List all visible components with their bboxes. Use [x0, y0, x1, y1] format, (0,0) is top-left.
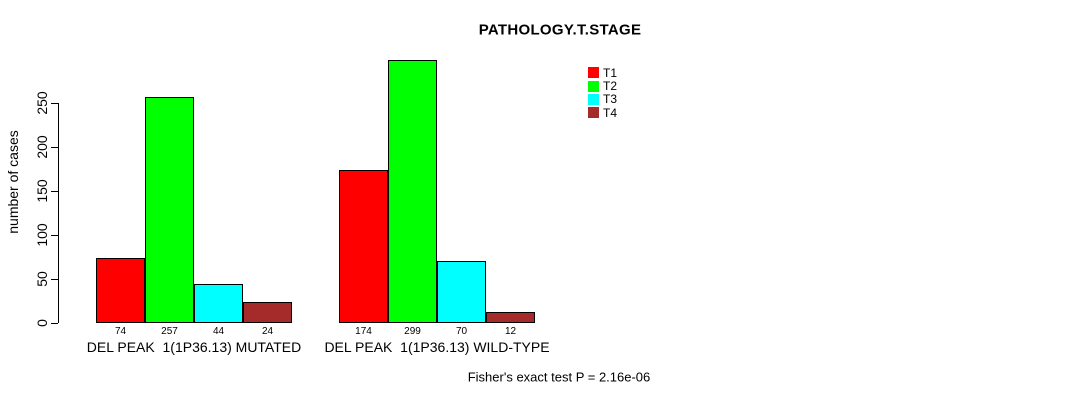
bar-group1-T4	[243, 301, 292, 323]
bar-value-label: 12	[504, 326, 517, 337]
bar-group2-T3	[437, 261, 486, 323]
fisher-test-annotation: Fisher's exact test P = 2.16e-06	[467, 369, 651, 385]
y-axis-tick-label: 200	[34, 135, 50, 159]
bar-value-label: 257	[161, 326, 178, 337]
legend-swatch-T3	[588, 93, 599, 105]
chart-title: PATHOLOGY.T.STAGE	[478, 21, 642, 39]
legend: T1 T2 T3 T4	[588, 66, 617, 120]
y-axis-line	[58, 103, 59, 323]
legend-row: T3	[588, 93, 617, 106]
legend-label-T2: T2	[603, 79, 618, 94]
bar-value-label: 299	[404, 326, 421, 337]
y-axis-tick-label: 0	[34, 319, 50, 327]
legend-label-T4: T4	[603, 105, 618, 120]
bar-group1-T1	[96, 257, 145, 323]
y-axis-tick	[51, 146, 58, 148]
x-axis-group-label: DEL PEAK 1(1P36.13) WILD-TYPE	[324, 339, 550, 355]
bar-group1-T2	[145, 96, 194, 323]
bar-group2-T2	[388, 59, 437, 323]
y-axis-tick	[51, 322, 58, 324]
y-axis-tick	[51, 234, 58, 236]
bar-value-label: 74	[114, 326, 127, 337]
legend-row: T4	[588, 106, 617, 119]
legend-swatch-T4	[588, 107, 599, 119]
x-axis-group-label: DEL PEAK 1(1P36.13) MUTATED	[86, 339, 302, 355]
y-axis-tick-label: 250	[34, 91, 50, 115]
y-axis-tick	[51, 102, 58, 104]
y-axis-tick-label: 50	[34, 271, 50, 287]
y-axis-tick-label: 100	[34, 223, 50, 247]
legend-label-T3: T3	[603, 92, 618, 107]
y-axis-tick	[51, 190, 58, 192]
legend-swatch-T1	[588, 67, 599, 79]
y-axis-tick	[51, 278, 58, 280]
bar-value-label: 174	[355, 326, 372, 337]
bar-value-label: 44	[212, 326, 225, 337]
y-axis-label: number of cases	[5, 130, 21, 234]
bar-group2-T1	[339, 169, 388, 323]
bar-group2-T4	[486, 312, 535, 323]
bar-group1-T3	[194, 284, 243, 323]
legend-row: T1	[588, 66, 617, 79]
legend-label-T1: T1	[603, 65, 618, 80]
bar-value-label: 70	[455, 326, 468, 337]
bar-value-label: 24	[261, 326, 274, 337]
legend-row: T2	[588, 79, 617, 92]
legend-swatch-T2	[588, 80, 599, 92]
y-axis-tick-label: 150	[34, 179, 50, 203]
